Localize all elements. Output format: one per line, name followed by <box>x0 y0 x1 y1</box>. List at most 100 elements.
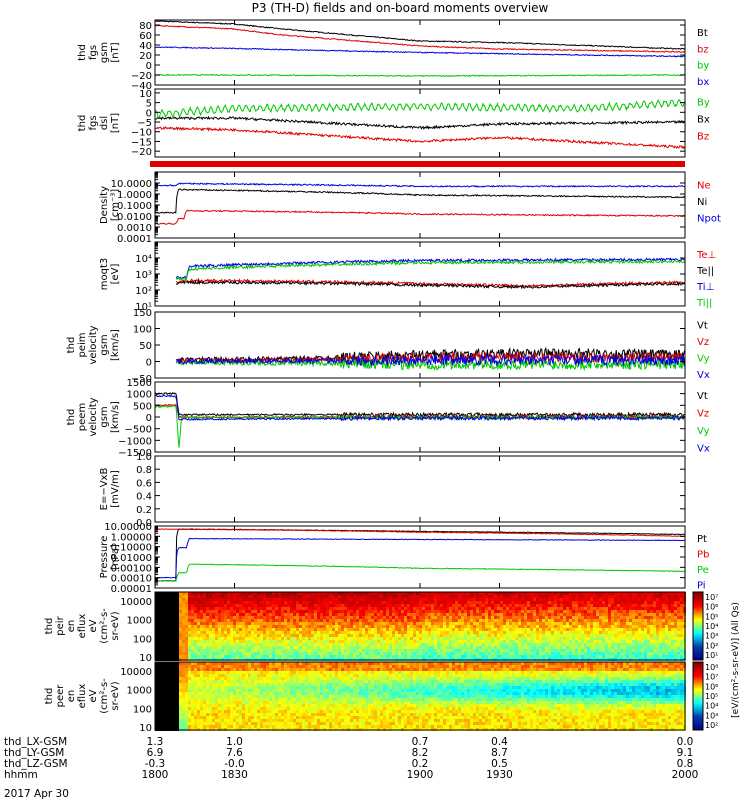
spec-cell <box>428 655 431 658</box>
spec-cell <box>248 592 251 595</box>
spec-cell <box>569 613 572 616</box>
spec-cell <box>296 625 299 628</box>
spec-cell <box>602 655 605 658</box>
spec-cell <box>386 607 389 610</box>
spec-cell <box>641 652 644 655</box>
spec-cell <box>479 643 482 646</box>
spec-cell <box>671 634 674 637</box>
spec-cell <box>569 640 572 643</box>
spec-cell <box>458 616 461 619</box>
spec-cell <box>665 592 668 595</box>
spec-cell <box>185 643 188 646</box>
spec-cell <box>614 649 617 652</box>
legend-By: By <box>697 98 710 109</box>
spec-cell <box>155 713 158 716</box>
spec-cell <box>197 610 200 613</box>
spec-cell <box>356 616 359 619</box>
spec-cell <box>170 652 173 655</box>
spec-cell <box>638 637 641 640</box>
spec-cell <box>287 598 290 601</box>
spec-cell <box>611 592 614 595</box>
spec-cell <box>560 616 563 619</box>
y-axis-label: sr-eV) <box>110 611 121 640</box>
spec-cell <box>656 637 659 640</box>
spec-cell <box>482 613 485 616</box>
spec-cell <box>182 652 185 655</box>
spec-cell <box>602 640 605 643</box>
spec-cell <box>338 604 341 607</box>
spec-cell <box>209 613 212 616</box>
spec-cell <box>482 646 485 649</box>
spec-cell <box>656 625 659 628</box>
spec-cell <box>335 634 338 637</box>
spec-cell <box>278 601 281 604</box>
spec-cell <box>188 595 191 598</box>
spec-cell <box>215 640 218 643</box>
spec-cell <box>323 598 326 601</box>
spec-cell <box>179 722 182 725</box>
spec-cell <box>173 704 176 707</box>
spec-cell <box>383 607 386 610</box>
spec-cell <box>392 640 395 643</box>
spec-cell <box>587 601 590 604</box>
spec-cell <box>398 631 401 634</box>
spec-cell <box>473 640 476 643</box>
y-tick-label: 0.0010 <box>117 223 152 234</box>
spec-cell <box>341 616 344 619</box>
spec-cell <box>176 710 179 713</box>
spec-cell <box>485 643 488 646</box>
spec-cell <box>353 616 356 619</box>
spec-cell <box>185 668 188 671</box>
spec-cell <box>518 652 521 655</box>
spec-cell <box>509 610 512 613</box>
spec-cell <box>491 646 494 649</box>
spec-cell <box>194 698 197 701</box>
spec-cell <box>194 628 197 631</box>
panel-frame <box>154 88 686 158</box>
spec-cell <box>386 601 389 604</box>
spec-cell <box>251 613 254 616</box>
spec-cell <box>248 640 251 643</box>
spec-cell <box>542 604 545 607</box>
spec-cell <box>170 610 173 613</box>
spec-cell <box>326 643 329 646</box>
spec-cell <box>314 652 317 655</box>
spec-cell <box>185 716 188 719</box>
spec-cell <box>623 604 626 607</box>
spec-cell <box>191 655 194 658</box>
spec-cell <box>233 616 236 619</box>
spec-cell <box>680 610 683 613</box>
spec-cell <box>314 634 317 637</box>
spec-cell <box>440 643 443 646</box>
spec-cell <box>509 625 512 628</box>
spec-cell <box>242 613 245 616</box>
spec-cell <box>257 619 260 622</box>
spec-cell <box>308 625 311 628</box>
spec-cell <box>584 637 587 640</box>
spec-cell <box>317 637 320 640</box>
spec-cell <box>521 616 524 619</box>
spec-cell <box>404 601 407 604</box>
spec-cell <box>407 640 410 643</box>
spec-cell <box>209 604 212 607</box>
spec-cell <box>260 628 263 631</box>
y-tick-label: 100 <box>133 634 152 645</box>
spec-cell <box>575 601 578 604</box>
spec-cell <box>551 598 554 601</box>
spec-cell <box>635 595 638 598</box>
spec-cell <box>452 655 455 658</box>
spec-cell <box>158 716 161 719</box>
spec-cell <box>554 631 557 634</box>
spec-cell <box>437 613 440 616</box>
spec-cell <box>437 607 440 610</box>
spec-cell <box>374 610 377 613</box>
spec-cell <box>437 610 440 613</box>
spec-cell <box>632 604 635 607</box>
spec-cell <box>335 631 338 634</box>
spec-cell <box>674 640 677 643</box>
spec-cell <box>254 625 257 628</box>
spec-cell <box>542 595 545 598</box>
spec-cell <box>176 598 179 601</box>
spec-cell <box>176 655 179 658</box>
